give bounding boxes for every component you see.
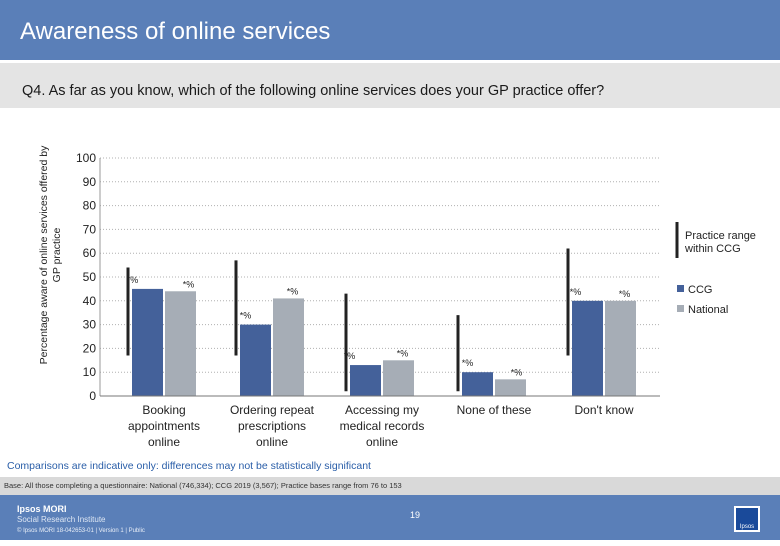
x-category-label: medical records (340, 419, 425, 433)
y-axis-label: Percentage aware of online services offe… (38, 145, 63, 364)
national-bar (495, 379, 526, 396)
data-label: *% (344, 351, 356, 361)
national-bar (605, 300, 636, 396)
x-category-label: prescriptions (238, 419, 306, 433)
x-category-label: None of these (457, 403, 532, 417)
x-category-label: Ordering repeat (230, 403, 315, 417)
y-tick-label: 10 (83, 365, 97, 379)
legend-national-swatch (677, 305, 684, 312)
ccg-bar (240, 324, 271, 396)
national-bar (273, 298, 304, 396)
y-tick-label: 60 (83, 246, 97, 260)
ipsos-badge-icon: Ipsos (734, 506, 760, 532)
page-number: 19 (410, 510, 421, 520)
ccg-bar (132, 288, 163, 396)
legend-national-label: National (688, 304, 728, 316)
comparisons-note: Comparisons are indicative only: differe… (7, 460, 371, 472)
copyright: © Ipsos MORI 18-042653-01 | Version 1 | … (17, 528, 145, 534)
logo-name: Ipsos MORI (17, 504, 67, 514)
page-title: Awareness of online services (20, 18, 331, 45)
ccg-bar (350, 365, 381, 396)
data-label: *% (619, 289, 631, 299)
ccg-bar (572, 300, 603, 396)
legend-ccg-label: CCG (688, 284, 712, 296)
data-label: *% (511, 367, 523, 377)
y-tick-label: 100 (76, 151, 96, 165)
data-label: *% (570, 287, 582, 297)
x-category-label: Don't know (575, 403, 634, 417)
base-note: Base: All those completing a questionnai… (4, 481, 402, 490)
question-text: Q4. As far as you know, which of the fol… (22, 83, 605, 99)
title-band: Awareness of online services (0, 0, 780, 60)
y-tick-label: 90 (83, 175, 97, 189)
y-tick-label: 40 (83, 294, 97, 308)
legend-range-label: Practice range (685, 230, 756, 242)
ipsos-logo: Ipsos MORI Social Research Institute (17, 504, 106, 524)
logo-subtitle: Social Research Institute (17, 515, 106, 524)
national-bar (383, 360, 414, 396)
y-tick-label: 20 (83, 341, 97, 355)
y-tick-label: 70 (83, 222, 97, 236)
question-band: Q4. As far as you know, which of the fol… (0, 60, 780, 108)
data-label: *% (240, 311, 252, 321)
national-bar (165, 291, 196, 396)
legend-ccg-swatch (677, 285, 684, 292)
footer: Ipsos MORI Social Research Institute © I… (0, 495, 780, 540)
y-tick-label: 0 (89, 389, 96, 403)
data-label: *% (127, 275, 139, 285)
legend-range-label: within CCG (684, 243, 741, 255)
ccg-bar (462, 372, 493, 396)
base-band: Base: All those completing a questionnai… (0, 477, 780, 495)
x-category-label: Accessing my (345, 403, 419, 417)
x-category-label: Booking (142, 403, 185, 417)
data-label: *% (397, 348, 409, 358)
y-tick-label: 50 (83, 270, 97, 284)
data-label: *% (287, 286, 299, 296)
y-tick-label: 80 (83, 199, 97, 213)
x-category-label: online (148, 435, 180, 449)
x-category-label: online (366, 435, 398, 449)
x-category-label: online (256, 435, 288, 449)
data-label: *% (183, 279, 195, 289)
y-tick-label: 30 (83, 318, 97, 332)
x-category-label: appointments (128, 419, 200, 433)
data-label: *% (462, 358, 474, 368)
